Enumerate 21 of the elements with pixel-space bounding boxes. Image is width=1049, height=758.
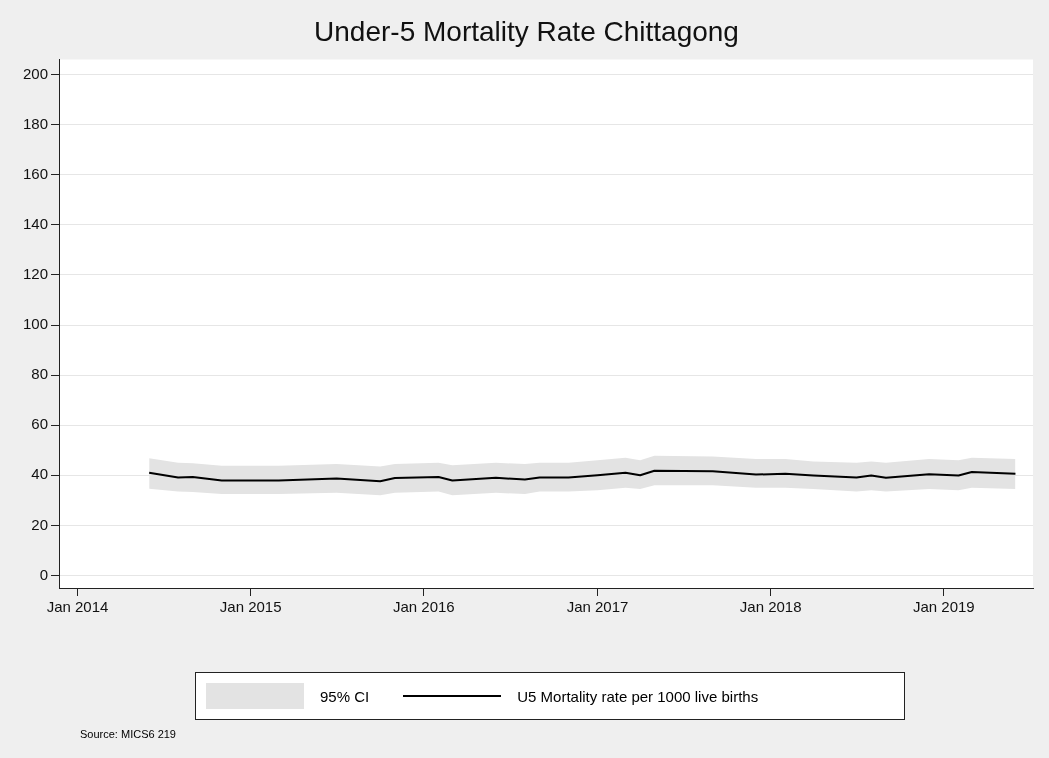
text: U5 Mortality rate per 1000 live births <box>517 687 759 705</box>
source-note: Source: MICS6 219 <box>80 728 176 740</box>
x-tick-label: Jan 2019 <box>912 598 975 616</box>
y-tick-label: 140 <box>23 215 49 233</box>
x-tick-label: Jan 2014 <box>46 598 109 616</box>
chart-title: Under-5 Mortality Rate Chittagong <box>314 15 739 47</box>
y-tick-label: 180 <box>23 114 49 132</box>
y-tick-label: 80 <box>31 365 49 383</box>
y-tick-label: 100 <box>23 315 49 333</box>
y-tick-label: 40 <box>31 465 49 483</box>
y-tick-label: 20 <box>31 515 49 533</box>
y-tick-label: 160 <box>23 164 49 182</box>
y-tick-label: 60 <box>31 415 49 433</box>
y-tick-label: 0 <box>39 565 49 583</box>
text: 95% CI <box>320 687 370 705</box>
x-tick-label: Jan 2016 <box>392 598 455 616</box>
x-tick-label: Jan 2015 <box>219 598 282 616</box>
y-tick-label: 120 <box>23 265 49 283</box>
y-tick-label: 200 <box>23 64 49 82</box>
x-tick-label: Jan 2017 <box>566 598 629 616</box>
x-tick-label: Jan 2018 <box>739 598 802 616</box>
